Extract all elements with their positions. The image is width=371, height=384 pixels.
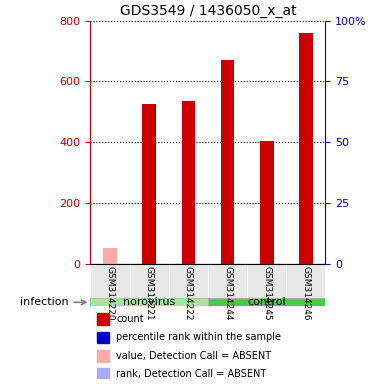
Bar [98, 350, 109, 362]
Bar [221, 60, 234, 263]
Text: percentile rank within the sample: percentile rank within the sample [116, 333, 281, 343]
Text: norovirus: norovirus [123, 297, 175, 307]
Title: GDS3549 / 1436050_x_at: GDS3549 / 1436050_x_at [119, 4, 296, 18]
FancyBboxPatch shape [286, 263, 325, 306]
FancyBboxPatch shape [91, 263, 129, 306]
Text: GSM314245: GSM314245 [262, 266, 271, 320]
Bar [98, 313, 109, 325]
Bar [103, 248, 117, 263]
FancyBboxPatch shape [169, 263, 208, 306]
Bar [260, 141, 273, 263]
Text: value, Detection Call = ABSENT: value, Detection Call = ABSENT [116, 351, 272, 361]
Text: infection: infection [20, 297, 86, 307]
Bar [181, 101, 195, 263]
Text: GSM314246: GSM314246 [301, 266, 311, 320]
Text: GSM314220: GSM314220 [105, 266, 115, 320]
Text: GSM314244: GSM314244 [223, 266, 232, 320]
FancyBboxPatch shape [247, 263, 286, 306]
Bar [98, 368, 109, 380]
FancyBboxPatch shape [91, 298, 208, 306]
FancyBboxPatch shape [208, 263, 247, 306]
Text: control: control [247, 297, 286, 307]
FancyBboxPatch shape [129, 263, 169, 306]
Text: GSM314222: GSM314222 [184, 266, 193, 320]
Bar [142, 104, 156, 263]
Bar [299, 33, 313, 263]
Bar [98, 332, 109, 343]
Text: GSM314221: GSM314221 [145, 266, 154, 320]
Text: rank, Detection Call = ABSENT: rank, Detection Call = ABSENT [116, 369, 266, 379]
FancyBboxPatch shape [208, 298, 325, 306]
Text: count: count [116, 314, 144, 324]
